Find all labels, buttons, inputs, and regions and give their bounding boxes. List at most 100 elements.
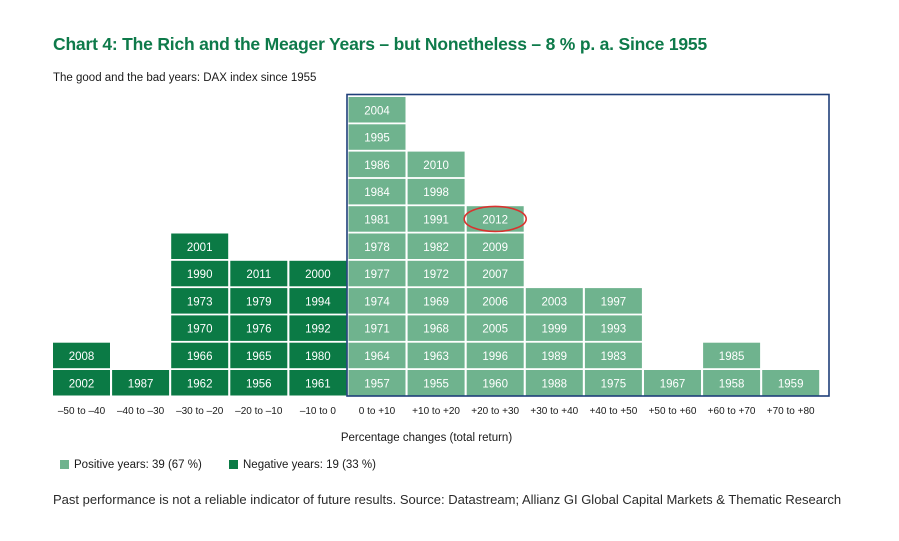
year-cell-1960: [466, 370, 524, 396]
legend-negative: Negative years: 19 (33 %): [229, 459, 376, 471]
chart-subtitle: The good and the bad years: DAX index si…: [53, 72, 317, 84]
year-label-1981: 1981: [364, 214, 390, 226]
year-label-1979: 1979: [246, 296, 272, 308]
x-tick-label: –50 to –40: [58, 406, 106, 417]
year-label-2003: 2003: [542, 296, 568, 308]
year-label-1955: 1955: [423, 378, 449, 390]
year-cell-1974: [348, 288, 406, 314]
year-cell-1975: [584, 370, 642, 396]
year-label-1986: 1986: [364, 160, 390, 172]
legend-positive-swatch: [60, 460, 69, 469]
year-cell-1993: [584, 315, 642, 341]
year-label-1964: 1964: [364, 351, 390, 363]
year-label-1960: 1960: [482, 378, 508, 390]
year-label-1969: 1969: [423, 296, 449, 308]
year-cell-2001: [171, 233, 229, 259]
year-cell-1961: [289, 370, 347, 396]
year-label-1977: 1977: [364, 269, 390, 281]
x-tick-label: +70 to +80: [767, 406, 815, 417]
x-tick-label: +10 to +20: [412, 406, 460, 417]
x-tick-label: +30 to +40: [530, 406, 578, 417]
year-label-1998: 1998: [423, 187, 449, 199]
year-cell-1973: [171, 288, 229, 314]
footnote: Past performance is not a reliable indic…: [53, 492, 842, 507]
year-label-1967: 1967: [660, 378, 686, 390]
year-cell-1957: [348, 370, 406, 396]
year-label-1997: 1997: [601, 296, 627, 308]
year-cell-1977: [348, 260, 406, 287]
x-tick-label: –10 to 0: [300, 406, 337, 417]
highlight-ring-2012: [463, 205, 528, 233]
year-label-1980: 1980: [305, 351, 331, 363]
year-label-1968: 1968: [423, 324, 449, 336]
year-label-1972: 1972: [423, 269, 449, 281]
year-cell-1998: [407, 178, 465, 205]
year-cell-2008: [53, 342, 110, 369]
year-label-1983: 1983: [601, 351, 627, 363]
year-label-1975: 1975: [601, 378, 627, 390]
year-cell-1986: [348, 151, 406, 178]
year-cell-1988: [525, 370, 583, 396]
year-cell-2011: [230, 260, 288, 287]
year-cell-1989: [525, 342, 583, 369]
x-tick-label: –20 to –10: [235, 406, 283, 417]
year-label-1957: 1957: [364, 378, 390, 390]
year-label-1976: 1976: [246, 324, 272, 336]
legend-positive-label: Positive years: 39 (67 %): [74, 459, 202, 471]
x-tick-label: +20 to +30: [471, 406, 519, 417]
year-cell-2004: [348, 97, 406, 123]
year-label-1992: 1992: [305, 324, 331, 336]
year-cell-1963: [407, 342, 465, 369]
year-label-1956: 1956: [246, 378, 272, 390]
year-cell-2006: [466, 288, 524, 314]
year-cell-1995: [348, 124, 406, 150]
year-label-1991: 1991: [423, 214, 449, 226]
year-label-1958: 1958: [719, 378, 745, 390]
year-label-1996: 1996: [482, 351, 508, 363]
year-cell-2009: [466, 233, 524, 259]
year-label-2002: 2002: [69, 378, 95, 390]
year-cell-1969: [407, 288, 465, 314]
year-cell-1979: [230, 288, 288, 314]
year-cell-1959: [762, 370, 820, 396]
year-label-2011: 2011: [246, 269, 271, 281]
year-label-1970: 1970: [187, 324, 213, 336]
x-tick-label: 0 to +10: [359, 406, 396, 417]
year-cell-2000: [289, 260, 347, 287]
year-label-1984: 1984: [364, 187, 390, 199]
year-cell-1992: [289, 315, 347, 341]
year-label-1966: 1966: [187, 351, 213, 363]
year-label-2005: 2005: [482, 324, 508, 336]
year-label-1959: 1959: [778, 378, 804, 390]
chart-title: Chart 4: The Rich and the Meager Years –…: [53, 34, 707, 54]
year-cell-1956: [230, 370, 288, 396]
year-cell-1991: [407, 206, 465, 232]
year-cell-1972: [407, 260, 465, 287]
year-cell-1976: [230, 315, 288, 341]
year-cell-1978: [348, 233, 406, 259]
year-label-2006: 2006: [482, 296, 508, 308]
year-label-1988: 1988: [542, 378, 568, 390]
year-label-2007: 2007: [482, 269, 508, 281]
year-cell-1984: [348, 178, 406, 205]
x-tick-label: –30 to –20: [176, 406, 224, 417]
year-cell-1997: [584, 288, 642, 314]
year-cell-2007: [466, 260, 524, 287]
year-cell-1968: [407, 315, 465, 341]
year-cell-1990: [171, 260, 229, 287]
year-cell-1985: [703, 342, 761, 369]
year-cell-1971: [348, 315, 406, 341]
year-cell-1970: [171, 315, 229, 341]
year-label-1971: 1971: [364, 324, 390, 336]
year-label-1965: 1965: [246, 351, 272, 363]
year-cell-1999: [525, 315, 583, 341]
year-cell-1983: [584, 342, 642, 369]
year-label-1995: 1995: [364, 133, 390, 145]
year-label-1994: 1994: [305, 296, 331, 308]
year-label-1985: 1985: [719, 351, 745, 363]
year-cell-1955: [407, 370, 465, 396]
year-label-1993: 1993: [601, 324, 627, 336]
year-label-1961: 1961: [305, 378, 331, 390]
year-cell-1964: [348, 342, 406, 369]
year-label-2012: 2012: [482, 214, 508, 226]
